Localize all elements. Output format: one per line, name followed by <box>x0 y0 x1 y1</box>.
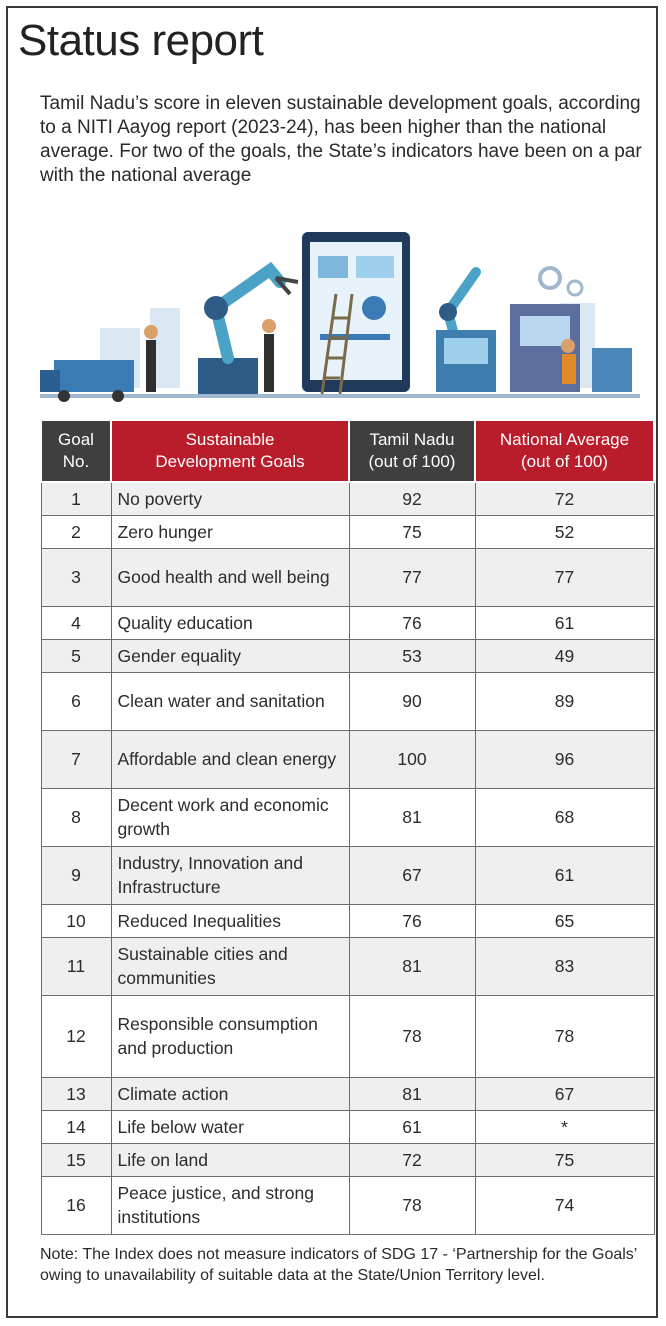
table-row: 13 Climate action 81 67 <box>40 1076 655 1111</box>
header-goal-no: Goal No. <box>40 419 112 483</box>
national-average-score: 61 <box>474 845 655 905</box>
intro-text: Tamil Nadu’s score in eleven sustainable… <box>40 93 642 186</box>
table-row: 4 Quality education 76 61 <box>40 605 655 640</box>
national-average-score: 74 <box>474 1175 655 1235</box>
header-national-average: National Average (out of 100) <box>474 419 655 483</box>
goal-name: Affordable and clean energy <box>110 729 350 789</box>
tamil-nadu-score: 76 <box>348 903 476 938</box>
table-header-row: Goal No. Sustainable Development Goals Tam… <box>40 419 655 483</box>
header-tamil-nadu: Tamil Nadu (out of 100) <box>348 419 476 483</box>
national-average-score: 65 <box>474 903 655 938</box>
goal-number: 2 <box>40 514 112 549</box>
table-row: 8 Decent work and economic growth 81 68 <box>40 787 655 847</box>
goal-number: 1 <box>40 481 112 516</box>
tamil-nadu-score: 75 <box>348 514 476 549</box>
goal-number: 15 <box>40 1142 112 1177</box>
goal-number: 4 <box>40 605 112 640</box>
goal-name: Sustainable cities and communities <box>110 936 350 996</box>
tamil-nadu-score: 53 <box>348 638 476 673</box>
table-row: 11 Sustainable cities and communities 81 83 <box>40 936 655 996</box>
tamil-nadu-score: 67 <box>348 845 476 905</box>
goal-name: No poverty <box>110 481 350 516</box>
goal-name: Zero hunger <box>110 514 350 549</box>
goal-number: 6 <box>40 671 112 731</box>
table-row: 6 Clean water and sanitation 90 89 <box>40 671 655 731</box>
goal-number: 5 <box>40 638 112 673</box>
industry-illustration <box>40 232 640 402</box>
goal-number: 3 <box>40 547 112 607</box>
header-goal-name: Sustainable Development Goals <box>110 419 350 483</box>
tamil-nadu-score: 81 <box>348 1076 476 1111</box>
tamil-nadu-score: 61 <box>348 1109 476 1144</box>
tamil-nadu-score: 100 <box>348 729 476 789</box>
table-row: 9 Industry, Innovation and Infrastructure… <box>40 845 655 905</box>
national-average-score: 96 <box>474 729 655 789</box>
table-row: 2 Zero hunger 75 52 <box>40 514 655 549</box>
tamil-nadu-score: 77 <box>348 547 476 607</box>
goal-number: 14 <box>40 1109 112 1144</box>
tamil-nadu-score: 90 <box>348 671 476 731</box>
tamil-nadu-score: 78 <box>348 1175 476 1235</box>
goal-number: 12 <box>40 994 112 1078</box>
table-row: 12 Responsible consumption and production… <box>40 994 655 1078</box>
national-average-score: 75 <box>474 1142 655 1177</box>
table-body: 1 No poverty 92 72 2 Zero hunger 75 52 3 Good hea… <box>40 481 655 1235</box>
table-row: 16 Peace justice, and strong institutions… <box>40 1175 655 1235</box>
goal-number: 7 <box>40 729 112 789</box>
national-average-score: 83 <box>474 936 655 996</box>
goal-name: Industry, Innovation and Infrastructure <box>110 845 350 905</box>
goal-name: Climate action <box>110 1076 350 1111</box>
goal-number: 8 <box>40 787 112 847</box>
national-average-score: 52 <box>474 514 655 549</box>
goal-number: 9 <box>40 845 112 905</box>
page-title: Status report <box>18 16 264 65</box>
goal-number: 10 <box>40 903 112 938</box>
goal-name: Good health and well being <box>110 547 350 607</box>
tamil-nadu-score: 72 <box>348 1142 476 1177</box>
goal-name: Decent work and economic growth <box>110 787 350 847</box>
table-row: 7 Affordable and clean energy 100 96 <box>40 729 655 789</box>
table-row: 10 Reduced Inequalities 76 65 <box>40 903 655 938</box>
national-average-score: 49 <box>474 638 655 673</box>
tamil-nadu-score: 78 <box>348 994 476 1078</box>
tamil-nadu-score: 81 <box>348 787 476 847</box>
tamil-nadu-score: 92 <box>348 481 476 516</box>
national-average-score: 72 <box>474 481 655 516</box>
national-average-score: 89 <box>474 671 655 731</box>
sdg-table: Goal No. Sustainable Development Goals Tam… <box>40 419 655 1235</box>
table-row: 5 Gender equality 53 49 <box>40 638 655 673</box>
national-average-score: 78 <box>474 994 655 1078</box>
tamil-nadu-score: 76 <box>348 605 476 640</box>
table-row: 15 Life on land 72 75 <box>40 1142 655 1177</box>
national-average-score: 67 <box>474 1076 655 1111</box>
goal-name: Gender equality <box>110 638 350 673</box>
goal-name: Reduced Inequalities <box>110 903 350 938</box>
tamil-nadu-score: 81 <box>348 936 476 996</box>
infographic-frame <box>6 6 658 1318</box>
goal-name: Quality education <box>110 605 350 640</box>
national-average-score: * <box>474 1109 655 1144</box>
goal-number: 16 <box>40 1175 112 1235</box>
goal-number: 11 <box>40 936 112 996</box>
national-average-score: 68 <box>474 787 655 847</box>
goal-name: Life on land <box>110 1142 350 1177</box>
national-average-score: 61 <box>474 605 655 640</box>
table-row: 14 Life below water 61 * <box>40 1109 655 1144</box>
footnote: Note: The Index does not measure indicat… <box>40 1246 637 1284</box>
table-row: 3 Good health and well being 77 77 <box>40 547 655 607</box>
goal-number: 13 <box>40 1076 112 1111</box>
goal-name: Peace justice, and strong institutions <box>110 1175 350 1235</box>
goal-name: Life below water <box>110 1109 350 1144</box>
goal-name: Clean water and sanitation <box>110 671 350 731</box>
table-row: 1 No poverty 92 72 <box>40 481 655 516</box>
national-average-score: 77 <box>474 547 655 607</box>
goal-name: Responsible consumption and production <box>110 994 350 1078</box>
